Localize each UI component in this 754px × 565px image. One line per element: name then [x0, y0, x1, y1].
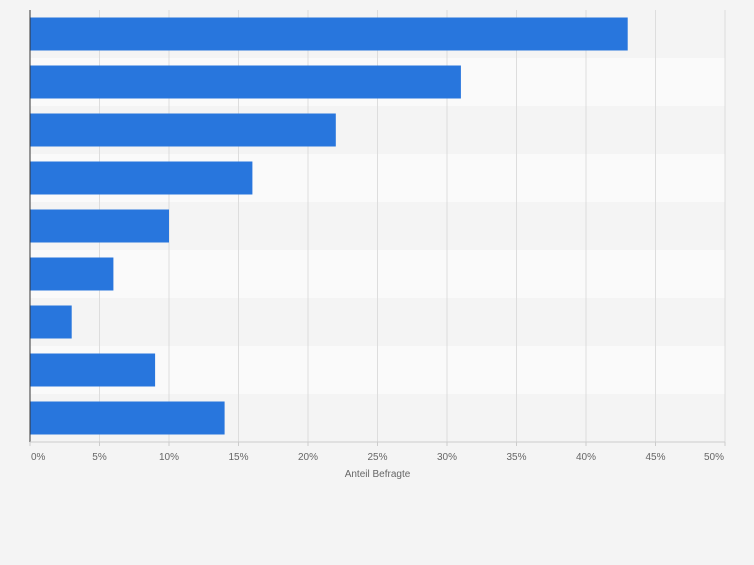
x-axis-title: Anteil Befragte — [345, 469, 411, 480]
bars — [30, 17, 628, 435]
x-tick-label: 20% — [298, 452, 318, 463]
x-tick-label: 50% — [704, 452, 724, 463]
x-tick-label: 0% — [31, 452, 46, 463]
bar — [30, 353, 156, 387]
x-axis-ticks: 0% 5% 10% 15% 20% 25% 30% 35% 40% 45% 50% — [29, 442, 726, 463]
bar — [30, 161, 253, 195]
x-tick-label: 25% — [367, 452, 387, 463]
x-tick-label: 35% — [506, 452, 526, 463]
x-tick-label: 45% — [645, 452, 665, 463]
bar — [30, 401, 225, 435]
x-tick-label: 5% — [92, 452, 107, 463]
bar — [30, 65, 461, 99]
bar — [30, 209, 169, 243]
bar — [30, 113, 336, 147]
x-tick-label: 10% — [159, 452, 179, 463]
x-tick-label: 40% — [576, 452, 596, 463]
bar — [30, 17, 628, 51]
x-tick-label: 30% — [437, 452, 457, 463]
x-tick-label: 15% — [228, 452, 248, 463]
bar — [30, 257, 114, 291]
bar — [30, 305, 72, 339]
